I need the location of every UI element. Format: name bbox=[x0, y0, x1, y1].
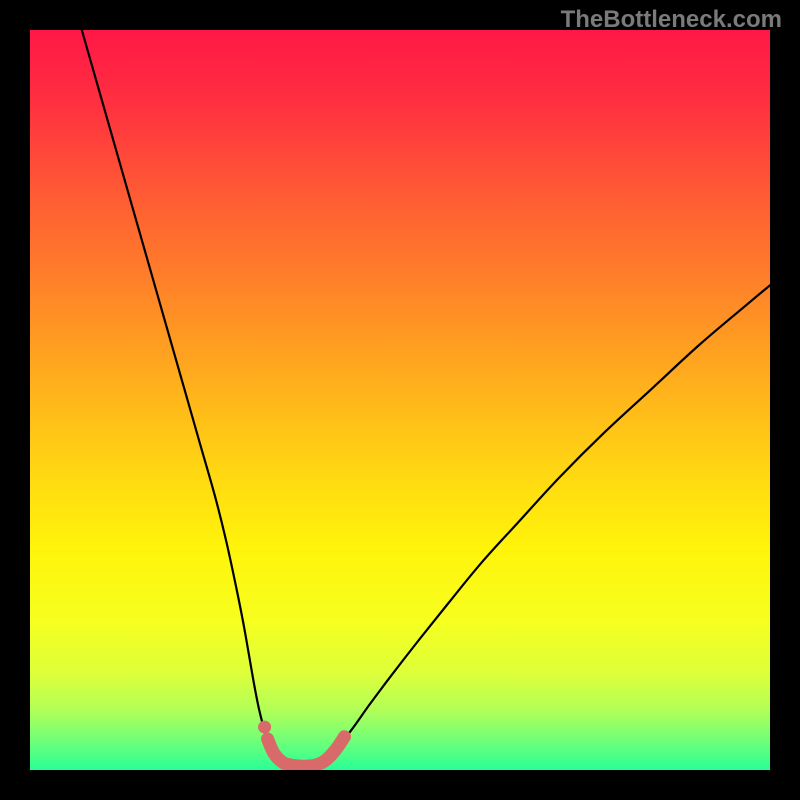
plot-area bbox=[30, 30, 770, 770]
chart-svg bbox=[30, 30, 770, 770]
highlight-dot bbox=[258, 721, 271, 734]
gradient-background bbox=[30, 30, 770, 770]
watermark-text: TheBottleneck.com bbox=[561, 6, 782, 34]
